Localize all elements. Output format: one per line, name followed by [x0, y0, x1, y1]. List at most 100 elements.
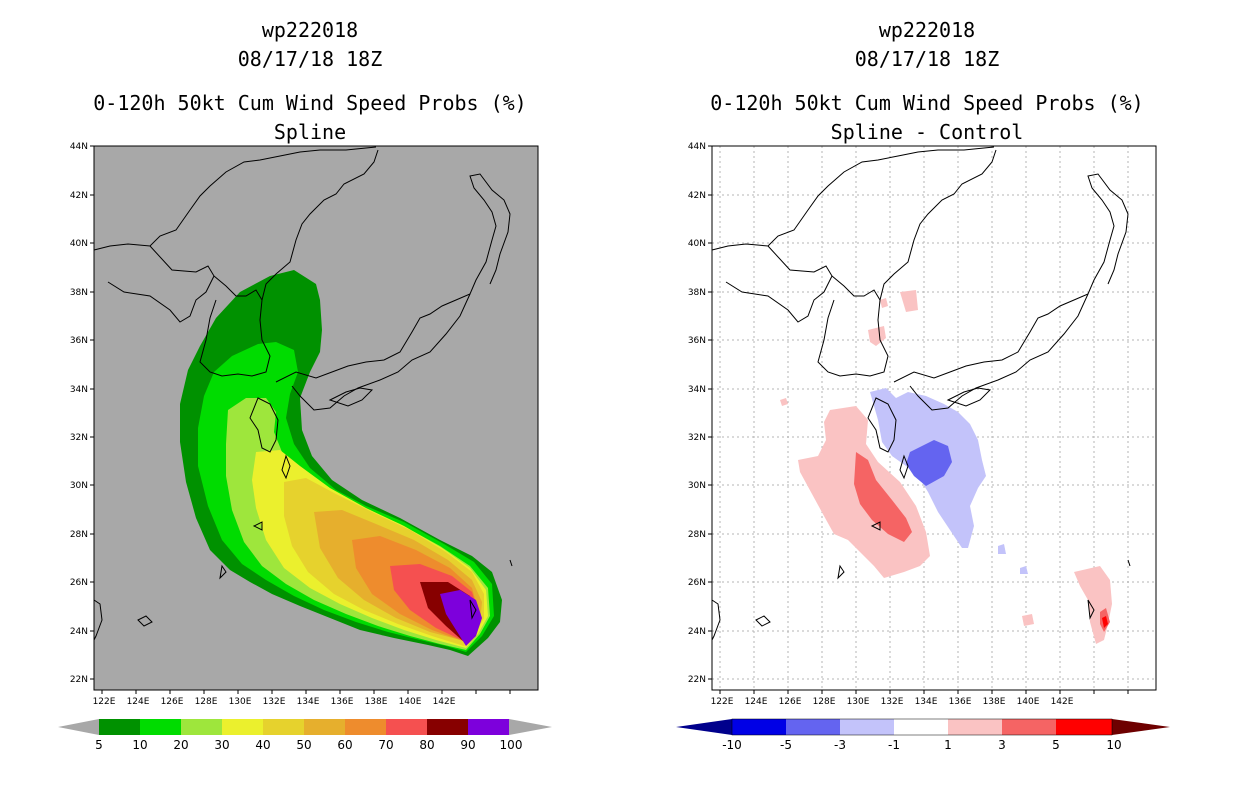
left-lat-label: 40N	[70, 239, 88, 249]
colorbar-label: 5	[95, 738, 103, 752]
right-lon-label: 128E	[813, 697, 836, 707]
colorbar-swatch	[304, 719, 345, 735]
left-probability-contours	[180, 270, 502, 656]
colorbar-swatch	[948, 719, 1002, 735]
right-lon-label: 130E	[847, 697, 870, 707]
diff-negative-small	[998, 544, 1006, 554]
colorbar-left-tip	[58, 719, 99, 735]
right-lat-label: 34N	[688, 385, 706, 395]
colorbar-swatch	[1002, 719, 1056, 735]
colorbar-right-tip	[509, 719, 552, 735]
diff-positive-east-peak	[1102, 616, 1108, 628]
diff-positive-north2	[900, 290, 918, 312]
left-lon-label: 130E	[229, 697, 252, 707]
colorbar-label: 50	[296, 738, 311, 752]
right-lat-label: 22N	[688, 675, 706, 685]
colorbar-label: -5	[780, 738, 792, 752]
diff-positive-north3	[880, 298, 888, 308]
left-colorbar: 5 10 20 30 40 50 60 70 80 90 100	[58, 719, 552, 752]
left-lon-axis: 122E 124E 126E 128E 130E 132E 134E 136E …	[93, 690, 511, 707]
right-lat-label: 26N	[688, 578, 706, 588]
colorbar-label: 40	[255, 738, 270, 752]
colorbar-label: 10	[1106, 738, 1121, 752]
diff-positive-small	[1022, 614, 1034, 626]
left-lon-label: 132E	[263, 697, 286, 707]
right-lat-label: 38N	[688, 288, 706, 298]
right-lat-label: 44N	[688, 142, 706, 152]
left-lon-label: 138E	[365, 697, 388, 707]
left-lat-axis: 44N 42N 40N 38N 36N 34N 32N 30N 28N 26N …	[70, 142, 94, 685]
colorbar-label: 10	[132, 738, 147, 752]
colorbar-swatch	[427, 719, 468, 735]
left-title-method: Spline	[273, 120, 347, 144]
right-lat-label: 42N	[688, 191, 706, 201]
colorbar-swatch	[840, 719, 894, 735]
right-lon-label: 136E	[949, 697, 972, 707]
right-grid	[712, 146, 1156, 690]
left-lon-label: 124E	[127, 697, 150, 707]
left-lat-label: 32N	[70, 433, 88, 443]
left-lat-label: 42N	[70, 191, 88, 201]
colorbar-label: 20	[173, 738, 188, 752]
colorbar-label: 5	[1052, 738, 1060, 752]
colorbar-label: 60	[337, 738, 352, 752]
colorbar-swatch	[345, 719, 386, 735]
left-map-frame	[93, 145, 539, 691]
right-lon-label: 140E	[1017, 697, 1040, 707]
left-coastlines	[93, 146, 513, 641]
left-lon-label: 126E	[161, 697, 184, 707]
colorbar-swatch	[894, 719, 948, 735]
diff-positive-tiny	[780, 398, 788, 406]
left-title-storm-id: wp222018	[261, 18, 359, 42]
right-lat-label: 30N	[688, 481, 706, 491]
left-lat-label: 22N	[70, 675, 88, 685]
diff-negative-3-5	[906, 440, 952, 486]
right-lon-label: 124E	[745, 697, 768, 707]
right-title-product: 0-120h 50kt Cum Wind Speed Probs (%)	[710, 91, 1144, 115]
right-lat-label: 36N	[688, 336, 706, 346]
colorbar-label: 70	[378, 738, 393, 752]
colorbar-swatch	[468, 719, 509, 735]
right-lon-label: 142E	[1051, 697, 1074, 707]
left-lon-label: 136E	[331, 697, 354, 707]
colorbar-swatch	[386, 719, 427, 735]
right-coastlines	[711, 146, 1131, 641]
colorbar-label: 80	[419, 738, 434, 752]
colorbar-label: 100	[500, 738, 523, 752]
colorbar-swatch	[99, 719, 140, 735]
diff-positive-3-5	[854, 452, 912, 542]
left-lat-label: 38N	[70, 288, 88, 298]
colorbar-label: -1	[888, 738, 900, 752]
colorbar-swatch	[263, 719, 304, 735]
right-lat-label: 24N	[688, 627, 706, 637]
left-lon-label: 142E	[433, 697, 456, 707]
colorbar-label: -3	[834, 738, 846, 752]
right-lon-label: 138E	[983, 697, 1006, 707]
left-lon-label: 128E	[195, 697, 218, 707]
colorbar-label: -10	[722, 738, 742, 752]
colorbar-swatch	[732, 719, 786, 735]
right-lon-label: 134E	[915, 697, 938, 707]
right-lon-axis: 122E 124E 126E 128E 130E 132E 134E 136E …	[711, 690, 1129, 707]
left-lon-label: 134E	[297, 697, 320, 707]
right-lat-label: 32N	[688, 433, 706, 443]
colorbar-swatch	[222, 719, 263, 735]
diff-negative-small2	[1020, 566, 1028, 574]
diff-positive-north	[868, 326, 886, 346]
colorbar-label: 30	[214, 738, 229, 752]
left-lat-label: 28N	[70, 530, 88, 540]
right-title-date: 08/17/18 18Z	[854, 47, 1000, 71]
colorbar-right-tip	[1112, 719, 1170, 735]
colorbar-swatch	[140, 719, 181, 735]
left-lat-label: 44N	[70, 142, 88, 152]
right-lon-label: 126E	[779, 697, 802, 707]
right-map-frame	[711, 145, 1157, 691]
left-lon-label: 122E	[93, 697, 116, 707]
right-lon-label: 122E	[711, 697, 734, 707]
colorbar-label: 1	[944, 738, 952, 752]
left-lat-label: 26N	[70, 578, 88, 588]
right-difference-contours	[780, 290, 1112, 644]
left-lat-label: 24N	[70, 627, 88, 637]
contour-90	[440, 590, 482, 646]
